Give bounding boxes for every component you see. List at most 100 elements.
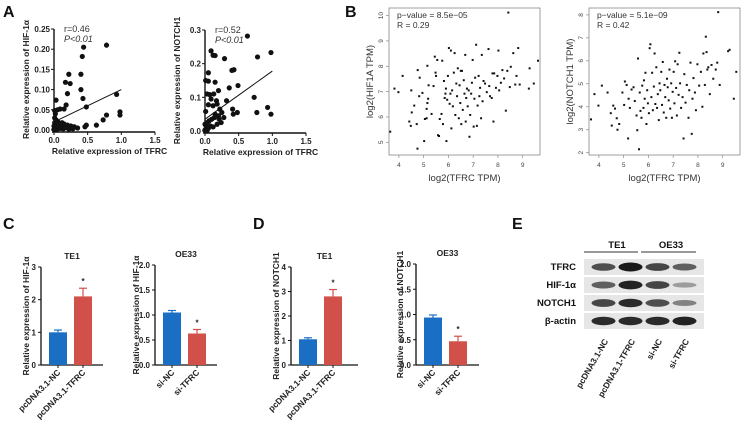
x-tick-label: 4	[597, 162, 601, 169]
x-tick-label: 6	[447, 162, 451, 169]
x-tick-label: 4	[397, 162, 401, 169]
data-point	[518, 83, 521, 86]
correlation-r: r=0.52	[215, 25, 241, 35]
data-point	[710, 63, 713, 66]
x-axis-label: Relative expression of TFRC	[52, 146, 167, 156]
y-tick-label: 0.5	[400, 336, 412, 345]
blot-band	[618, 316, 643, 326]
data-point	[216, 116, 222, 122]
data-point	[485, 91, 488, 94]
data-point	[205, 102, 211, 108]
y-tick-label: 0	[282, 361, 287, 370]
data-point	[416, 69, 419, 72]
data-point	[231, 67, 237, 73]
y-tick-label: 1	[32, 328, 37, 337]
data-point	[499, 81, 502, 84]
y-tick-label: 3	[32, 263, 37, 272]
data-point	[633, 100, 636, 103]
lane-label: si-TFRC	[666, 337, 691, 370]
data-point	[680, 106, 683, 109]
x-tick-label: 9	[721, 162, 725, 169]
data-point	[447, 47, 450, 50]
significance-marker: *	[456, 325, 460, 334]
y-tick-label: 5	[378, 140, 385, 144]
data-point	[653, 52, 656, 55]
p-value: P<0.01	[64, 34, 93, 44]
y-tick-label: 2	[282, 312, 287, 321]
blot-band	[645, 316, 670, 326]
data-point	[268, 49, 274, 56]
data-point	[234, 109, 240, 116]
x-category-label: si-NC	[415, 367, 438, 390]
data-point	[80, 95, 86, 102]
data-point	[446, 74, 449, 77]
bar	[424, 317, 442, 365]
y-tick-label: 10	[378, 12, 385, 20]
r-value-label: R = 0.29	[397, 20, 430, 30]
data-point	[674, 60, 677, 63]
data-point	[488, 95, 491, 98]
data-point	[656, 93, 659, 96]
blot-strip	[584, 277, 704, 293]
data-point	[221, 114, 227, 121]
panel-label-a: A	[3, 4, 15, 21]
correlation-r: r=0.46	[64, 24, 90, 34]
data-point	[438, 118, 441, 121]
data-point	[475, 124, 478, 127]
data-point	[53, 127, 59, 133]
p-value-label: p−value = 5.1e−09	[597, 10, 668, 20]
r-value-label: R = 0.42	[597, 20, 630, 30]
data-point	[251, 94, 257, 100]
y-tick-label: 0.0	[190, 127, 202, 136]
data-point	[208, 48, 214, 54]
x-axis-label: log2(TFRC TPM)	[628, 173, 700, 184]
data-point	[468, 135, 471, 138]
data-point	[477, 74, 480, 77]
data-point	[651, 71, 654, 74]
data-point	[517, 47, 520, 50]
data-point	[667, 99, 670, 102]
data-point	[600, 84, 603, 87]
data-point	[467, 89, 470, 92]
y-tick-label: 0.0	[400, 361, 412, 370]
data-point	[451, 105, 454, 108]
y-axis-label: Relative expression of NOTCH1	[172, 16, 182, 144]
data-point	[423, 140, 426, 143]
data-point	[645, 122, 648, 125]
plot-frame	[388, 7, 541, 156]
data-point	[692, 77, 695, 80]
blot-band	[672, 263, 697, 271]
lane-label: si-NC	[644, 337, 664, 361]
data-point	[426, 102, 429, 105]
data-point	[658, 82, 661, 85]
bar-chart-hif1a-oe33: 0.0 0.5 1.0 1.5 2.0 OE33 Relative expression o…	[131, 249, 217, 397]
data-point	[415, 123, 418, 126]
data-point	[672, 70, 675, 73]
data-point	[466, 105, 469, 108]
protein-label: NOTCH1	[537, 298, 577, 309]
data-point	[702, 52, 705, 55]
data-point	[215, 88, 222, 94]
data-point	[515, 74, 518, 77]
data-point	[493, 72, 496, 75]
data-point	[537, 59, 540, 62]
data-point	[114, 91, 120, 98]
data-point	[254, 54, 261, 60]
y-tick-label: 0.20	[34, 45, 50, 54]
regression-line	[204, 70, 273, 120]
data-point	[458, 84, 461, 87]
data-point	[659, 89, 662, 92]
y-tick-label: 8	[578, 13, 585, 17]
data-point	[613, 107, 616, 110]
data-point	[593, 93, 596, 96]
data-point	[627, 97, 630, 100]
y-tick-label: 2	[32, 296, 37, 305]
y-axis-label: Relative expression of HIF-1α	[21, 256, 31, 376]
x-category-label: si-TFRC	[432, 367, 462, 397]
x-tick-label: 6	[647, 162, 651, 169]
data-point	[434, 71, 437, 74]
data-point	[628, 106, 631, 109]
data-point	[654, 103, 657, 106]
data-point	[665, 116, 668, 119]
